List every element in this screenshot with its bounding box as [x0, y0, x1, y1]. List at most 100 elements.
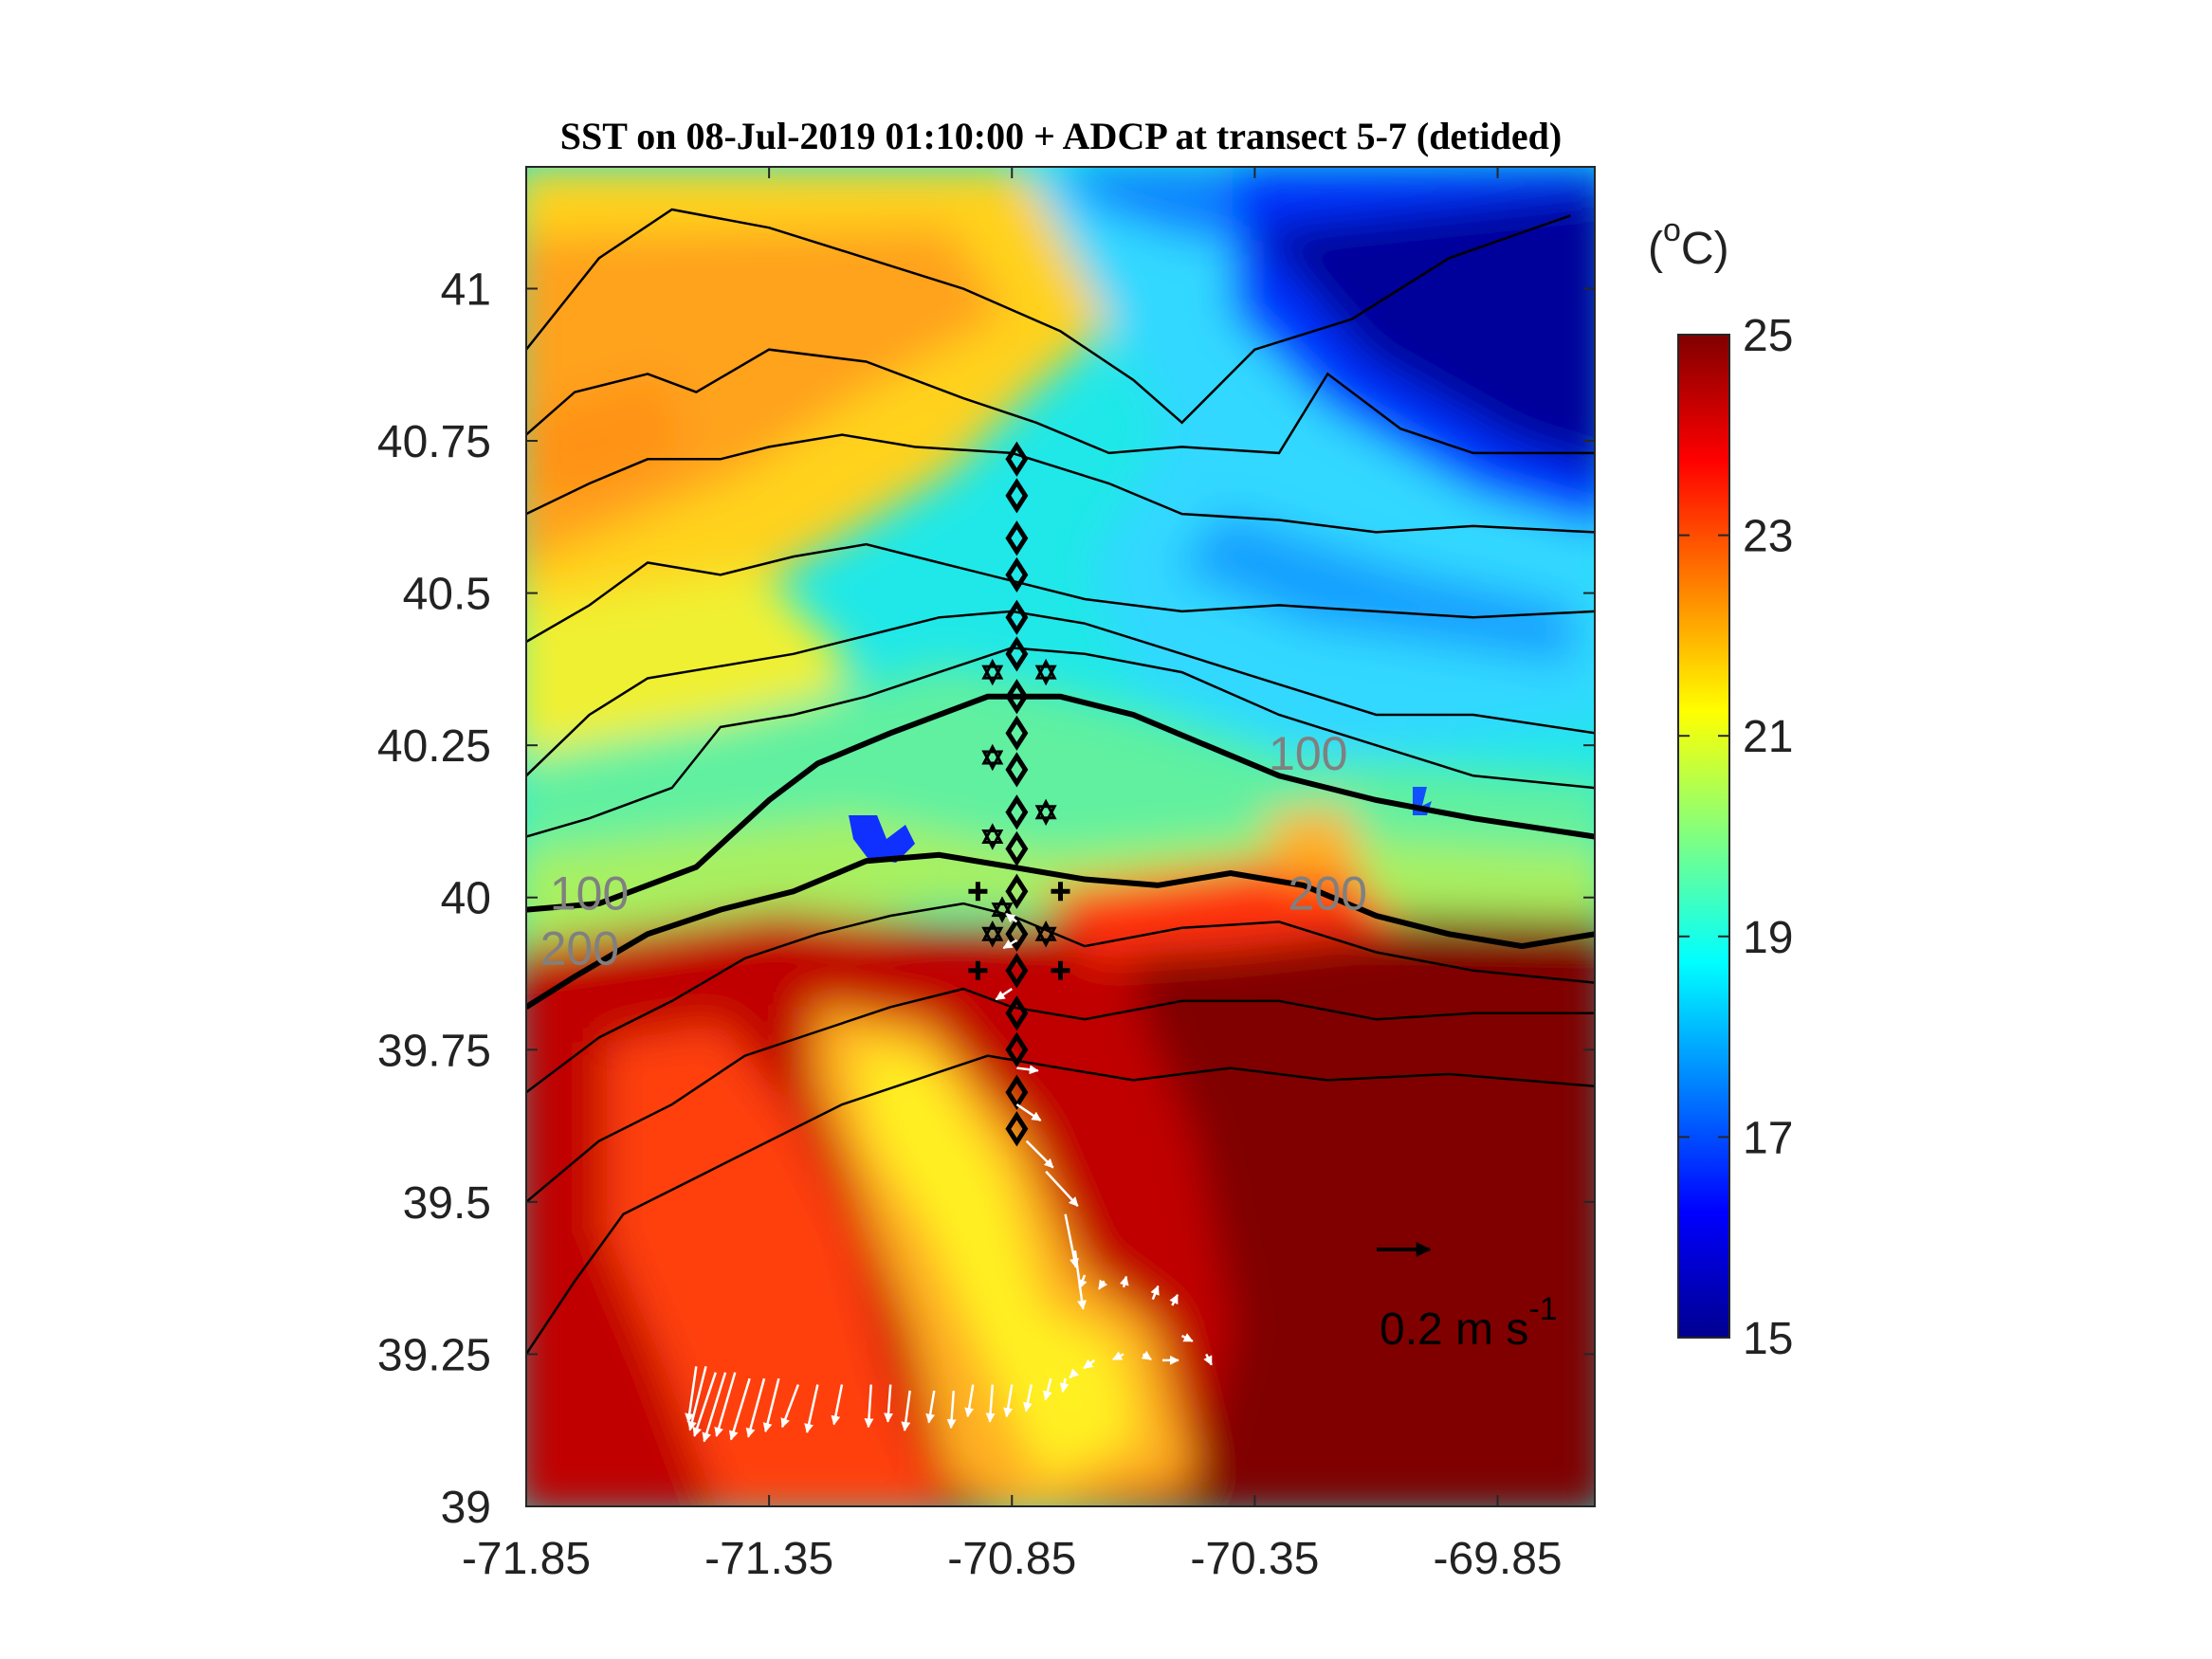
station-plus	[1051, 960, 1070, 980]
adcp-vector	[1119, 1275, 1129, 1288]
adcp-vector	[1015, 1103, 1042, 1121]
x-axis: -71.85 -71.35 -70.85 -70.35 -69.85	[462, 167, 1563, 1584]
sst-contour-line	[526, 433, 1595, 534]
y-tick-label: 39	[441, 1483, 491, 1533]
isobath-label: 100	[550, 867, 629, 921]
adcp-vector	[685, 1366, 698, 1424]
adcp-vector	[1069, 1368, 1080, 1379]
adcp-vector	[1042, 1377, 1052, 1401]
station-diamond	[1005, 599, 1029, 635]
x-tick-label: -71.35	[704, 1534, 833, 1584]
adcp-vector	[1002, 939, 1018, 950]
station-diamond	[1005, 441, 1029, 477]
sst-contour-line	[526, 1054, 1595, 1356]
chart-title: SST on 08-Jul-2019 01:10:00 + ADCP at tr…	[560, 115, 1562, 157]
x-tick-label: -71.85	[462, 1534, 591, 1584]
station-diamond	[1005, 873, 1029, 909]
isobath-label: 200	[1289, 867, 1367, 921]
station-diamond	[1005, 556, 1029, 592]
x-tick-label: -70.35	[1190, 1534, 1319, 1584]
station-diamond	[1005, 953, 1029, 989]
x-tick-label: -69.85	[1433, 1534, 1562, 1584]
adcp-vector	[1064, 1213, 1079, 1268]
colorbar-tick-label: 17	[1743, 1113, 1793, 1163]
adcp-vector	[831, 1384, 844, 1426]
adcp-velocity-vectors	[685, 913, 1213, 1443]
station-star	[991, 896, 1014, 923]
adcp-vector	[1141, 1350, 1152, 1361]
adcp-vector	[1169, 1293, 1179, 1306]
y-tick-label: 39.75	[377, 1026, 491, 1076]
colorbar-tick-label: 21	[1743, 712, 1793, 762]
station-diamond	[1005, 794, 1029, 830]
sst-contour-line	[526, 902, 1595, 1094]
adcp-vector	[864, 1384, 874, 1429]
adcp-vector	[687, 1365, 707, 1431]
station-diamond	[1005, 715, 1029, 751]
adcp-vector	[1025, 1139, 1054, 1169]
sst-contour-line	[526, 987, 1595, 1203]
x-tick-label: -70.85	[947, 1534, 1076, 1584]
adcp-vector	[946, 1390, 957, 1430]
sst-contour-line	[526, 348, 1595, 455]
adcp-vector	[745, 1377, 766, 1438]
isobath-200m	[526, 851, 1595, 1010]
sst-contour-line	[526, 647, 1595, 838]
y-tick-label: 41	[441, 264, 491, 315]
adcp-vector	[1078, 1274, 1088, 1289]
y-tick-label: 40.5	[403, 570, 491, 620]
adcp-vector	[985, 1384, 996, 1423]
colorbar-ramp	[1677, 334, 1730, 1339]
station-diamond	[1005, 752, 1029, 788]
adcp-vector	[714, 1372, 737, 1437]
colorbar-unit-label: (oC)	[1648, 212, 1729, 274]
adcp-vector	[1005, 913, 1018, 923]
adcp-vector	[1112, 1351, 1124, 1361]
station-star	[981, 823, 1004, 850]
station-star	[981, 743, 1004, 772]
adcp-vector	[762, 1377, 780, 1433]
adcp-vector	[925, 1390, 936, 1424]
station-diamond	[1005, 478, 1029, 514]
adcp-vector	[964, 1384, 975, 1418]
colorbar-ticks: 15 17 19 21 23 25	[1678, 311, 1793, 1364]
station-star	[1034, 798, 1057, 827]
station-diamond	[1005, 830, 1029, 866]
sst-contours	[526, 208, 1595, 1356]
y-tick-label: 39.5	[403, 1178, 491, 1229]
adcp-vector	[1150, 1285, 1160, 1301]
colorbar-tick-label: 25	[1743, 311, 1793, 361]
colorbar-tick-label: 19	[1743, 913, 1793, 963]
isobath-label: 100	[1269, 727, 1347, 780]
sst-contour-line	[526, 208, 1571, 425]
velocity-scale-key: 0.2 m s-1	[1377, 1242, 1558, 1355]
adcp-vector	[884, 1384, 894, 1423]
station-star	[1034, 921, 1057, 948]
colorbar: 15 17 19 21 23 25 (oC)	[1648, 212, 1793, 1364]
sst-contour-line	[526, 542, 1595, 644]
station-star	[1034, 658, 1057, 686]
adcp-vector	[692, 1372, 717, 1437]
y-tick-label: 40.25	[377, 721, 491, 772]
scale-label: 0.2 m s-1	[1380, 1291, 1558, 1355]
plot-frame	[525, 166, 1596, 1507]
station-star	[981, 658, 1004, 686]
colorbar-tick-label: 23	[1743, 512, 1793, 562]
station-plus	[1051, 882, 1070, 902]
adcp-vector	[1003, 1384, 1014, 1418]
y-axis: 39 39.25 39.5 39.75 40 40.25 40.5 40.75 41	[377, 264, 1595, 1533]
adcp-vector	[1045, 1170, 1079, 1207]
station-plus	[968, 882, 988, 902]
y-tick-label: 39.25	[377, 1330, 491, 1380]
station-diamond	[1005, 636, 1029, 672]
isobath-label: 200	[540, 921, 619, 975]
adcp-vector	[995, 988, 1013, 1001]
adcp-vector	[804, 1384, 819, 1433]
station-diamond	[1005, 520, 1029, 556]
station-diamond	[1005, 1031, 1029, 1067]
adcp-vector	[780, 1384, 800, 1429]
adcp-vector	[1097, 1279, 1108, 1290]
